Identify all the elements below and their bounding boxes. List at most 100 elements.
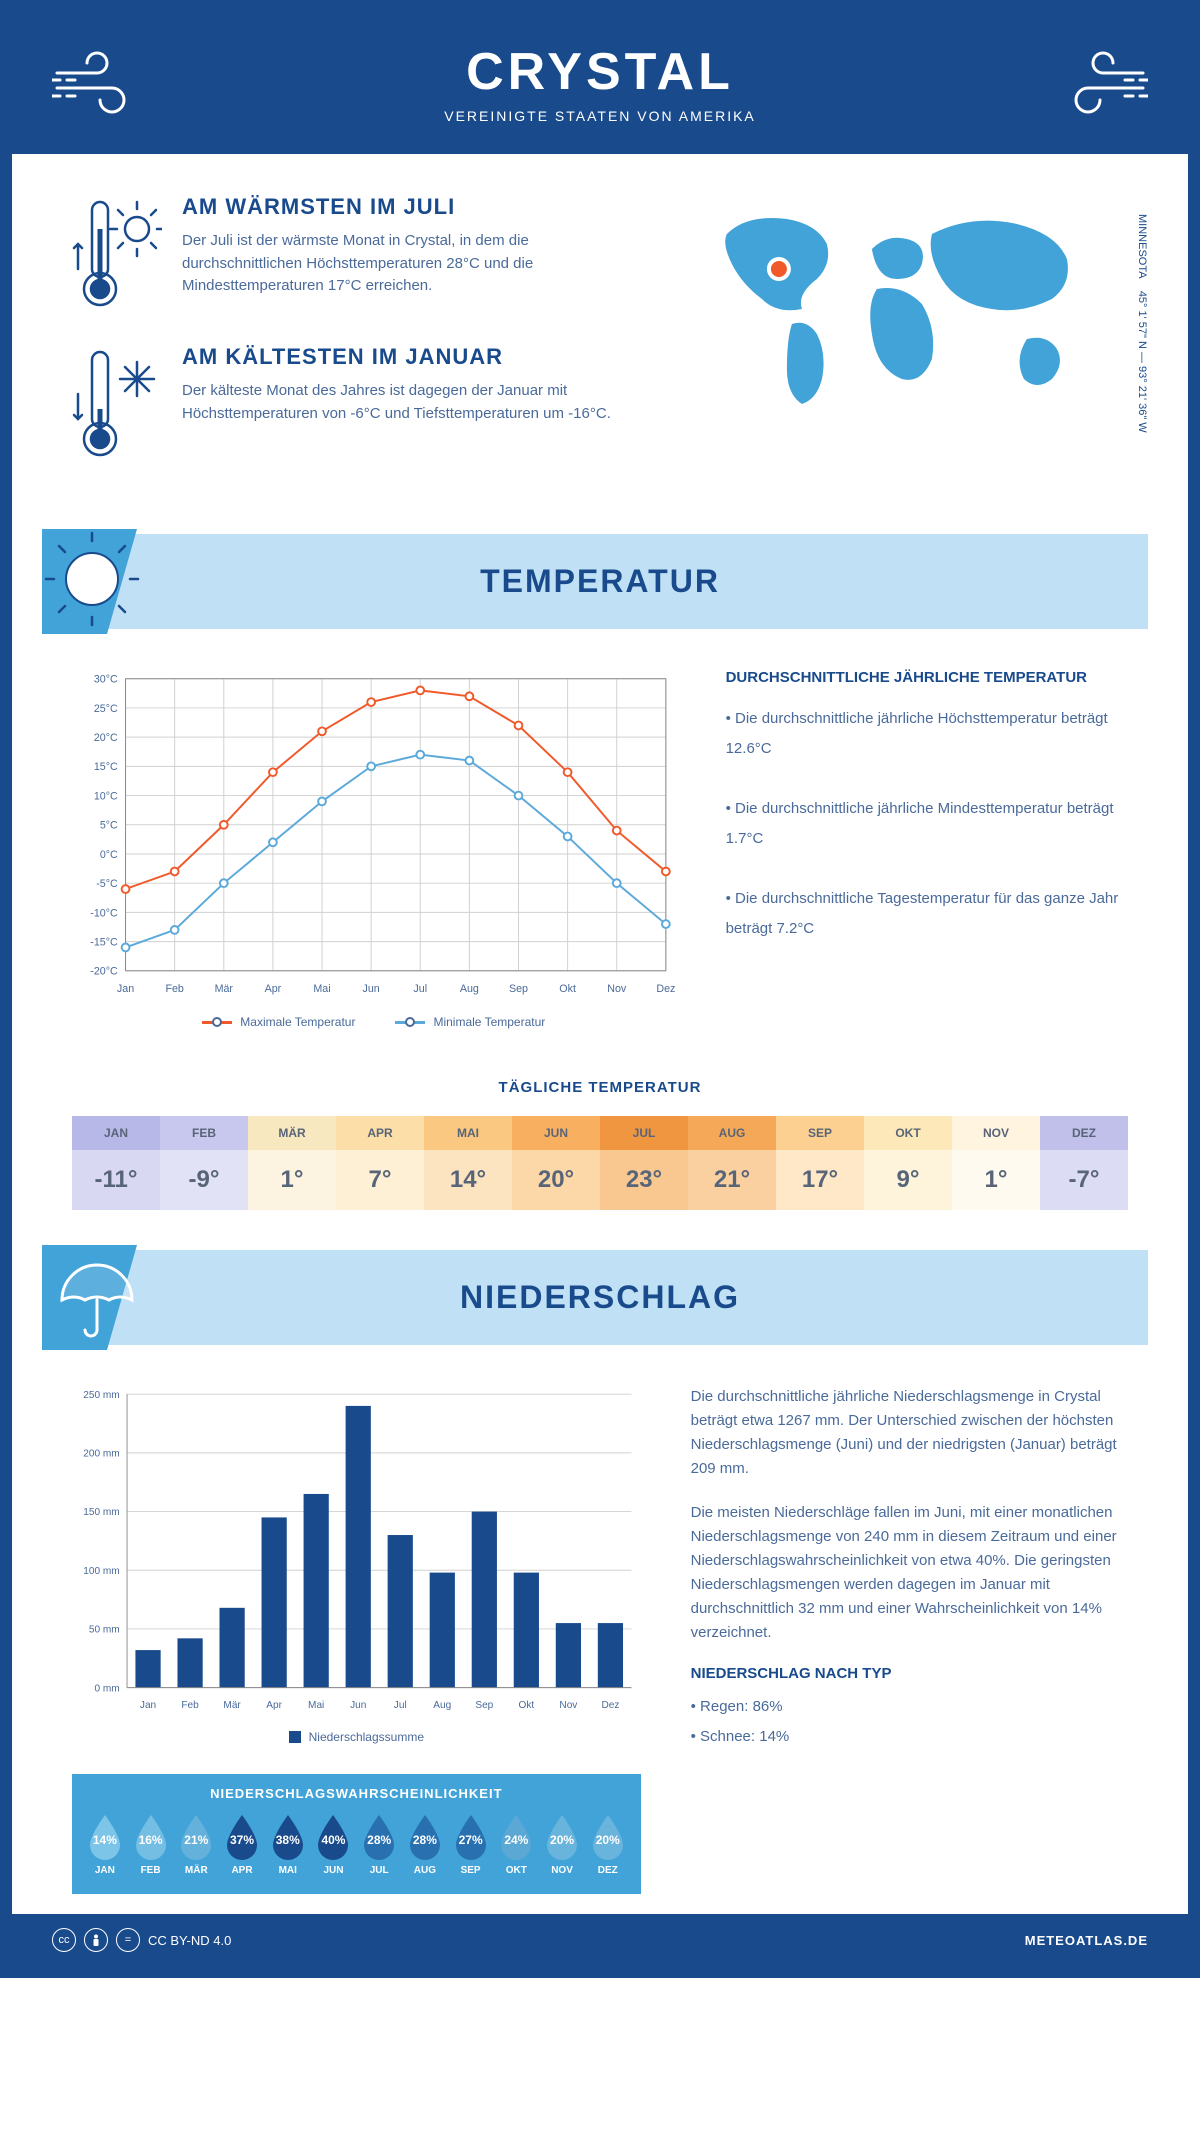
precip-info: Die durchschnittliche jährliche Niedersc… xyxy=(691,1385,1128,1894)
prob-item: 20%DEZ xyxy=(585,1813,631,1876)
svg-text:Jul: Jul xyxy=(394,1700,407,1711)
svg-text:-20°C: -20°C xyxy=(90,966,118,978)
svg-text:Aug: Aug xyxy=(460,983,479,995)
svg-text:Jul: Jul xyxy=(413,983,427,995)
thermometer-hot-icon xyxy=(72,194,162,314)
svg-text:25°C: 25°C xyxy=(94,703,118,715)
precip-p1: Die durchschnittliche jährliche Niedersc… xyxy=(691,1385,1128,1481)
svg-text:Sep: Sep xyxy=(475,1700,493,1711)
cold-text: Der kälteste Monat des Jahres ist dagege… xyxy=(182,380,626,425)
svg-text:-10°C: -10°C xyxy=(90,907,118,919)
temp-info-title: DURCHSCHNITTLICHE JÄHRLICHE TEMPERATUR xyxy=(726,669,1128,686)
svg-text:50 mm: 50 mm xyxy=(89,1625,120,1636)
prob-title: NIEDERSCHLAGSWAHRSCHEINLICHKEIT xyxy=(72,1774,641,1813)
info-item: • Die durchschnittliche jährliche Mindes… xyxy=(726,794,1128,854)
page-subtitle: VEREINIGTE STAATEN VON AMERIKA xyxy=(444,108,756,124)
nd-icon: = xyxy=(116,1928,140,1952)
world-map-icon xyxy=(666,194,1128,414)
intro-section: AM WÄRMSTEN IM JULI Der Juli ist der wär… xyxy=(12,154,1188,524)
page-title: CRYSTAL xyxy=(444,42,756,102)
svg-text:5°C: 5°C xyxy=(100,820,118,832)
svg-text:Okt: Okt xyxy=(559,983,576,995)
umbrella-icon xyxy=(42,1245,162,1350)
wind-icon-right xyxy=(1048,48,1148,118)
temp-cell: JAN-11° xyxy=(72,1116,160,1210)
precip-type-title: NIEDERSCHLAG NACH TYP xyxy=(691,1665,1128,1682)
precip-legend: Niederschlagssumme xyxy=(309,1730,424,1744)
warm-text: Der Juli ist der wärmste Monat in Crysta… xyxy=(182,230,626,298)
sun-icon xyxy=(42,529,162,634)
svg-text:30°C: 30°C xyxy=(94,674,118,686)
prob-item: 40%JUN xyxy=(311,1813,357,1876)
svg-text:-5°C: -5°C xyxy=(96,878,118,890)
svg-text:0 mm: 0 mm xyxy=(94,1683,119,1694)
svg-text:10°C: 10°C xyxy=(94,790,118,802)
legend-min: Minimale Temperatur xyxy=(433,1015,545,1029)
temp-cell: NOV1° xyxy=(952,1116,1040,1210)
footer: cc = CC BY-ND 4.0 METEOATLAS.DE xyxy=(12,1914,1188,1966)
temp-cell: JUL23° xyxy=(600,1116,688,1210)
svg-text:Apr: Apr xyxy=(266,1700,282,1711)
site-name: METEOATLAS.DE xyxy=(1025,1933,1148,1948)
svg-text:Nov: Nov xyxy=(559,1700,577,1711)
license-text: CC BY-ND 4.0 xyxy=(148,1933,231,1948)
thermometer-cold-icon xyxy=(72,344,162,464)
svg-text:100 mm: 100 mm xyxy=(83,1566,119,1577)
prob-item: 28%AUG xyxy=(402,1813,448,1876)
svg-text:Mär: Mär xyxy=(215,983,234,995)
svg-text:Jun: Jun xyxy=(350,1700,366,1711)
temp-chart: -20°C-15°C-10°C-5°C0°C5°C10°C15°C20°C25°… xyxy=(72,669,676,1029)
svg-text:Mai: Mai xyxy=(308,1700,324,1711)
coordinates: MINNESOTA 45° 1' 57" N — 93° 21' 36" W xyxy=(1136,214,1148,433)
svg-text:Mai: Mai xyxy=(313,983,330,995)
temp-cell: SEP17° xyxy=(776,1116,864,1210)
svg-text:Sep: Sep xyxy=(509,983,528,995)
svg-text:Jan: Jan xyxy=(140,1700,156,1711)
by-icon xyxy=(84,1928,108,1952)
svg-text:Apr: Apr xyxy=(265,983,282,995)
temp-cell: JUN20° xyxy=(512,1116,600,1210)
prob-item: 38%MAI xyxy=(265,1813,311,1876)
precip-chart: 0 mm50 mm100 mm150 mm200 mm250 mmJanFebM… xyxy=(72,1385,641,1715)
temp-section-title: TEMPERATUR xyxy=(52,563,1148,600)
svg-text:-15°C: -15°C xyxy=(90,936,118,948)
temp-info: DURCHSCHNITTLICHE JÄHRLICHE TEMPERATUR •… xyxy=(726,669,1128,1029)
legend-max: Maximale Temperatur xyxy=(240,1015,355,1029)
page-frame: CRYSTAL VEREINIGTE STAATEN VON AMERIKA xyxy=(0,0,1200,1978)
svg-text:Mär: Mär xyxy=(223,1700,241,1711)
wind-icon-left xyxy=(52,48,152,118)
prob-item: 16%FEB xyxy=(128,1813,174,1876)
svg-text:200 mm: 200 mm xyxy=(83,1449,119,1460)
svg-text:Feb: Feb xyxy=(181,1700,199,1711)
cold-title: AM KÄLTESTEN IM JANUAR xyxy=(182,344,626,370)
prob-item: 24%OKT xyxy=(493,1813,539,1876)
prob-item: 20%NOV xyxy=(539,1813,585,1876)
warm-title: AM WÄRMSTEN IM JULI xyxy=(182,194,626,220)
warm-block: AM WÄRMSTEN IM JULI Der Juli ist der wär… xyxy=(72,194,626,314)
temp-cell: FEB-9° xyxy=(160,1116,248,1210)
temp-cell: AUG21° xyxy=(688,1116,776,1210)
svg-text:Dez: Dez xyxy=(601,1700,619,1711)
svg-text:Nov: Nov xyxy=(607,983,627,995)
daily-temp-title: TÄGLICHE TEMPERATUR xyxy=(12,1079,1188,1096)
type-item: • Schnee: 14% xyxy=(691,1722,1128,1752)
prob-item: 14%JAN xyxy=(82,1813,128,1876)
precip-section-title: NIEDERSCHLAG xyxy=(52,1279,1148,1316)
temp-cell: DEZ-7° xyxy=(1040,1116,1128,1210)
svg-text:Okt: Okt xyxy=(519,1700,535,1711)
svg-text:15°C: 15°C xyxy=(94,761,118,773)
svg-text:150 mm: 150 mm xyxy=(83,1507,119,1518)
map-box: MINNESOTA 45° 1' 57" N — 93° 21' 36" W xyxy=(666,194,1128,494)
temp-cell: MÄR1° xyxy=(248,1116,336,1210)
header: CRYSTAL VEREINIGTE STAATEN VON AMERIKA xyxy=(12,12,1188,154)
prob-item: 28%JUL xyxy=(356,1813,402,1876)
cold-block: AM KÄLTESTEN IM JANUAR Der kälteste Mona… xyxy=(72,344,626,464)
svg-text:0°C: 0°C xyxy=(100,849,118,861)
prob-box: NIEDERSCHLAGSWAHRSCHEINLICHKEIT 14%JAN16… xyxy=(72,1774,641,1894)
svg-text:Feb: Feb xyxy=(165,983,183,995)
precip-banner: NIEDERSCHLAG xyxy=(52,1250,1148,1345)
temp-cell: MAI14° xyxy=(424,1116,512,1210)
svg-text:Jun: Jun xyxy=(363,983,380,995)
daily-temp-table: JAN-11°FEB-9°MÄR1°APR7°MAI14°JUN20°JUL23… xyxy=(72,1116,1128,1210)
type-item: • Regen: 86% xyxy=(691,1692,1128,1722)
